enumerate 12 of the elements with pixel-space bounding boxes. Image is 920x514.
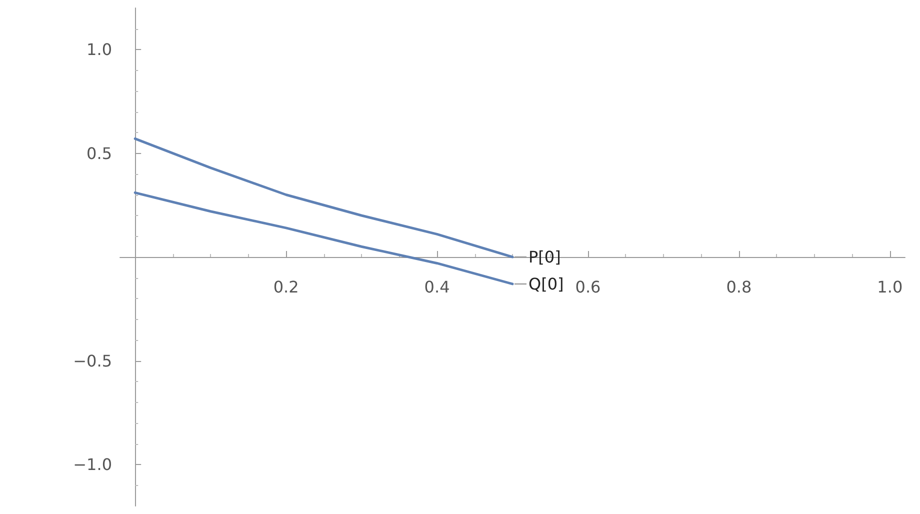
y-tick-label: 1.0 <box>86 40 112 59</box>
x-tick-label: 0.6 <box>575 278 601 296</box>
series-label: Q[0] <box>528 274 564 294</box>
line-series <box>134 137 514 258</box>
x-tick-label: 1.0 <box>877 278 903 296</box>
y-tick-label: 0.5 <box>86 144 112 163</box>
x-tick-label: 0.2 <box>273 278 299 296</box>
y-tick-label: −1.0 <box>73 455 112 474</box>
series-label: P[0] <box>528 248 561 266</box>
y-tick-label: −0.5 <box>73 351 112 370</box>
x-tick-label: 0.8 <box>726 278 752 296</box>
x-tick-label: 0.4 <box>424 278 450 296</box>
